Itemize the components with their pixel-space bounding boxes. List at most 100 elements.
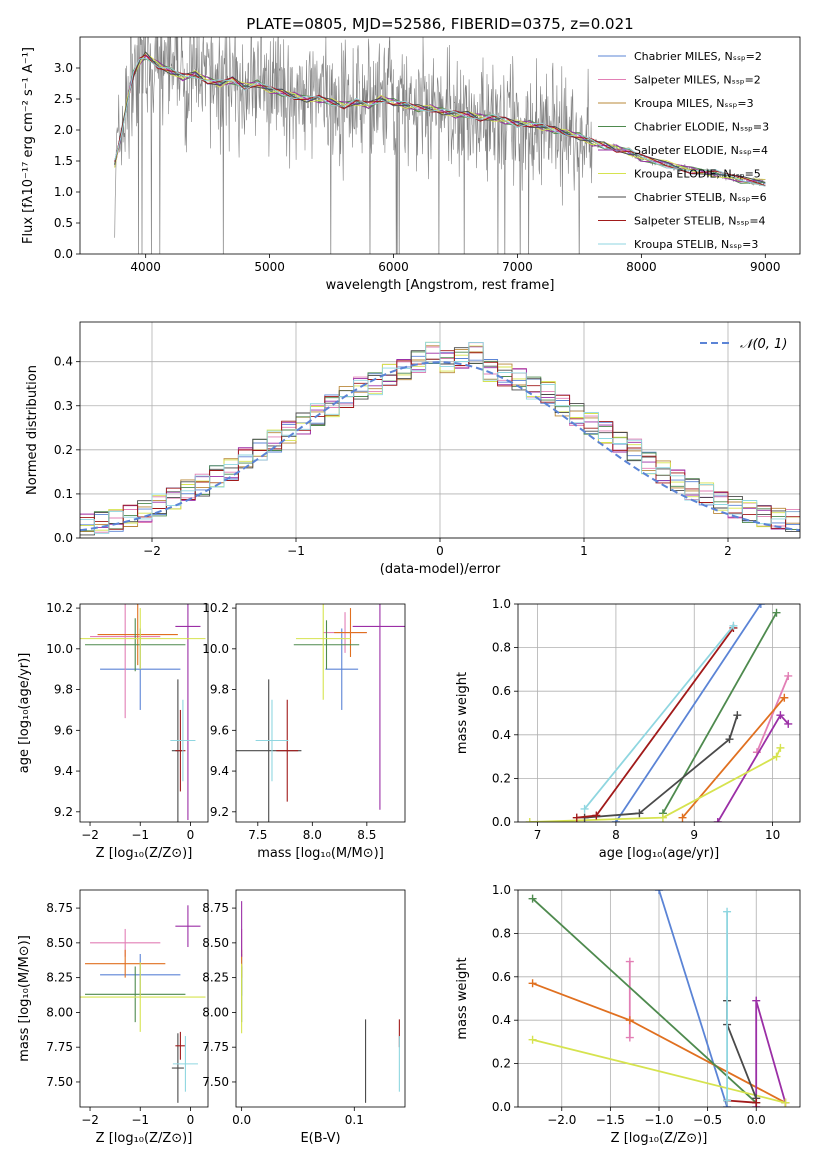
y-tick-label: 1.5	[54, 154, 73, 168]
series-point	[784, 719, 793, 728]
y-tick-label: 9.2	[210, 805, 229, 819]
panel-6: 0.0 0.1 7.50 7.75 8.00 8.25 8.50 8.75 E(B-V)	[202, 889, 406, 1146]
plot-area	[241, 901, 400, 1103]
axes-frame	[79, 36, 801, 255]
x-tick-label: 8000	[626, 260, 657, 274]
series-point	[776, 711, 785, 720]
series-point	[776, 743, 785, 752]
x-tick-label: 10	[765, 828, 780, 842]
series-point	[655, 890, 663, 894]
series-point	[625, 1016, 634, 1025]
series-point	[772, 752, 781, 761]
y-tick-label: 0.8	[492, 926, 511, 940]
series-point	[625, 1033, 634, 1042]
legend-entry: Chabrier MILES, Nₛₛₚ=2	[634, 50, 762, 63]
legend-entry: Kroupa ELODIE, Nₛₛₚ=5	[634, 168, 761, 181]
series-point	[772, 608, 781, 617]
panel-0: 4000 5000 6000 7000 8000 9000 0.0 0.5 1.0 1.5 2.0 2…	[21, 15, 801, 293]
axes-frame	[235, 889, 406, 1108]
series-point	[528, 979, 537, 988]
x-tick-label: 9000	[750, 260, 781, 274]
series-point	[713, 818, 722, 822]
plot-area	[80, 905, 206, 1103]
x-tick-label: −2	[143, 544, 161, 558]
panel-7: −2.0 −1.5 −1.0 −0.5 0.0 0.0 0.2 0.4 0.6 0.8 1.0 Z […	[455, 883, 801, 1146]
plot-area	[236, 604, 405, 822]
plot-area	[525, 604, 793, 822]
y-tick-label: 0.1	[54, 487, 73, 501]
series-point	[752, 996, 761, 1005]
y-tick-label: 0.6	[492, 684, 511, 698]
legend-entry: 𝒩(0, 1)	[740, 337, 787, 352]
series-point	[525, 818, 534, 822]
x-axis-label: E(B-V)	[300, 1131, 340, 1146]
x-tick-label: −1	[287, 544, 305, 558]
series-point	[678, 813, 687, 822]
y-axis-label: Normed distribution	[25, 365, 40, 495]
y-tick-label: 1.0	[492, 597, 511, 611]
x-tick-label: 9	[690, 828, 698, 842]
series-line	[727, 1099, 757, 1104]
y-tick-label: 8.75	[202, 901, 229, 915]
legend-entry: Kroupa STELIB, Nₛₛₚ=3	[634, 238, 758, 251]
series-point	[733, 711, 742, 720]
legend-entry: Salpeter STELIB, Nₛₛₚ=4	[634, 215, 766, 228]
plot-area	[114, 37, 766, 254]
y-tick-label: 1.0	[54, 185, 73, 199]
y-tick-label: 8.75	[46, 901, 73, 915]
y-tick-label: 8.00	[202, 1005, 229, 1019]
axes-frame	[79, 603, 209, 823]
series-point	[625, 957, 634, 966]
y-tick-label: 7.50	[46, 1075, 73, 1089]
x-tick-label: 0.0	[747, 1113, 766, 1127]
y-tick-label: 9.4	[54, 764, 73, 778]
y-axis-label: Flux [fλ10⁻¹⁷ erg cm⁻² s⁻¹ A⁻¹]	[21, 47, 36, 244]
x-tick-label: −2	[81, 1113, 99, 1127]
y-tick-label: 10.2	[202, 601, 229, 615]
panel-5: −2 −1 0 7.50 7.75 8.00 8.25 8.50 8.75 Z [log₁₀(Z/…	[17, 889, 209, 1146]
series-point	[781, 1098, 790, 1107]
axes-frame	[517, 603, 801, 823]
y-tick-label: 0.0	[54, 531, 73, 545]
y-tick-label: 0.5	[54, 216, 73, 230]
x-tick-label: 8	[612, 828, 620, 842]
y-tick-label: 7.75	[46, 1040, 73, 1054]
series-point	[635, 809, 644, 818]
y-tick-label: 0.2	[54, 443, 73, 457]
panel-4: 7 8 9 10 0.0 0.2 0.4 0.6 0.8 1.0 age [log₁₀(age/yr…	[455, 597, 801, 861]
series-line	[532, 1038, 786, 1104]
y-tick-label: 8.25	[202, 971, 229, 985]
series-line	[615, 604, 762, 822]
y-tick-label: 0.2	[492, 1057, 511, 1071]
x-tick-label: 5000	[254, 260, 285, 274]
series-point	[752, 1098, 761, 1107]
y-tick-label: 0.6	[492, 970, 511, 984]
x-tick-label: 8.5	[357, 828, 376, 842]
y-tick-label: 1.0	[492, 883, 511, 897]
chart-title: PLATE=0805, MJD=52586, FIBERID=0375, z=0…	[246, 15, 633, 33]
x-tick-label: 7	[534, 828, 542, 842]
y-tick-label: 9.6	[210, 723, 229, 737]
x-tick-label: −1.5	[596, 1113, 625, 1127]
series-point	[592, 811, 601, 820]
x-axis-label: Z [log₁₀(Z/Z⊙)]	[611, 1131, 708, 1146]
x-tick-label: 0	[187, 1113, 195, 1127]
series-point	[658, 813, 667, 822]
y-tick-label: 7.75	[202, 1040, 229, 1054]
series-line	[531, 898, 757, 1104]
series-line	[583, 625, 735, 810]
x-tick-label: 7.5	[248, 828, 267, 842]
y-tick-label: 2.0	[54, 123, 73, 137]
axes-frame	[79, 889, 209, 1108]
series-point	[723, 1096, 732, 1105]
y-tick-label: 0.0	[54, 247, 73, 261]
x-tick-label: 2	[724, 544, 732, 558]
histogram-step	[80, 341, 800, 534]
plot-area	[80, 341, 800, 536]
series-line	[755, 1000, 787, 1107]
model-line	[114, 57, 766, 187]
series-point	[780, 693, 789, 702]
x-tick-label: 1	[580, 544, 588, 558]
series-point	[725, 735, 734, 744]
x-tick-label: −0.5	[693, 1113, 722, 1127]
